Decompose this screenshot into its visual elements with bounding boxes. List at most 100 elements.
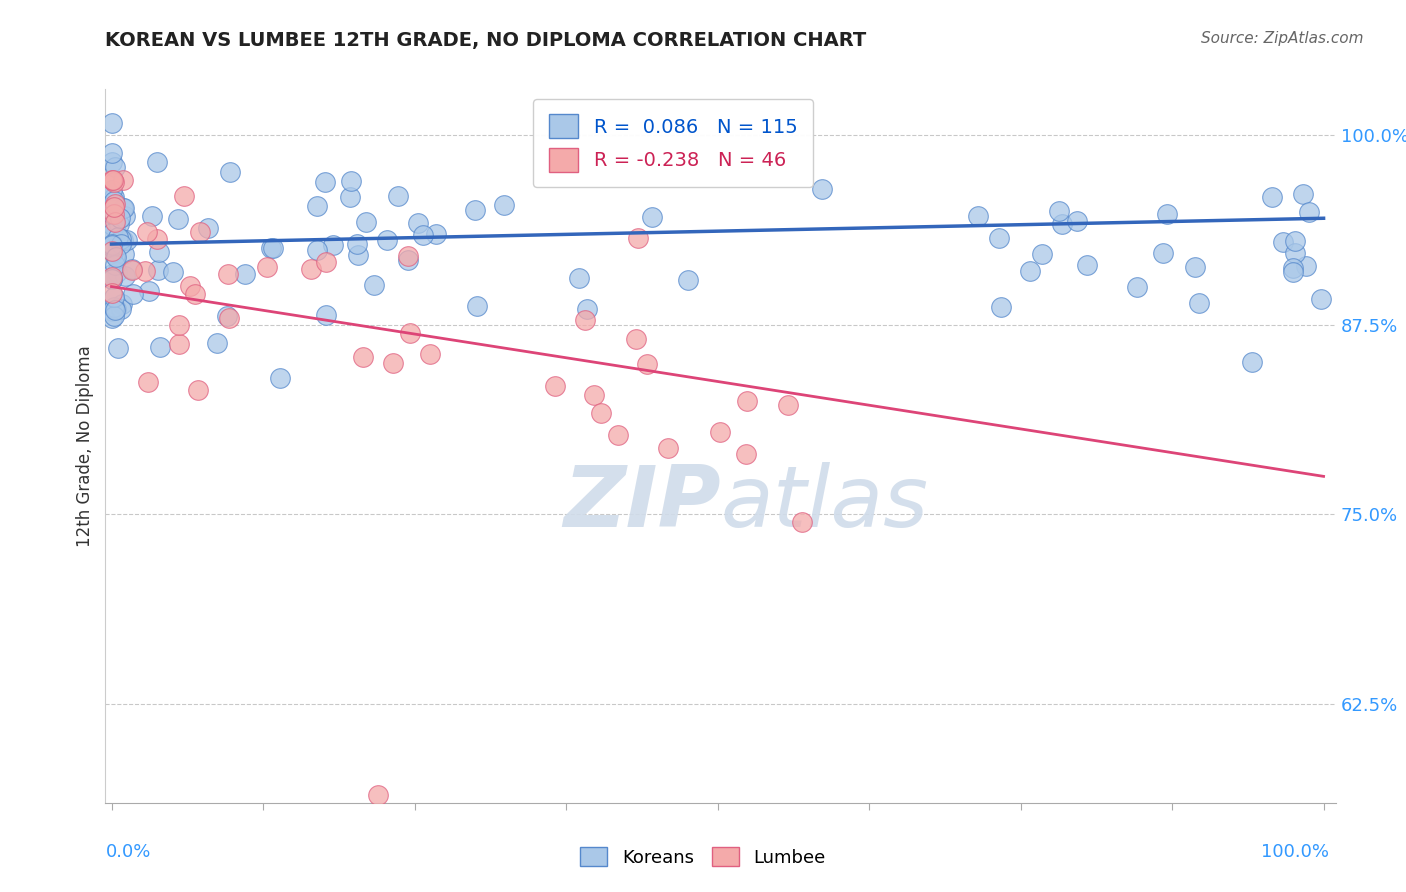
Point [1309, 292, 1331, 306]
Point [641, 211, 664, 225]
Point [233, 267, 256, 281]
Point [101, 270, 124, 285]
Point [100, 207, 122, 221]
Point [352, 350, 374, 364]
Point [1019, 264, 1042, 278]
Point [307, 243, 329, 257]
Point [103, 197, 125, 211]
Point [1188, 296, 1211, 310]
Point [188, 225, 211, 239]
Point [1047, 204, 1070, 219]
Point [101, 183, 124, 197]
Point [1050, 217, 1073, 231]
Point [205, 336, 228, 351]
Point [396, 249, 419, 263]
Point [1240, 355, 1263, 369]
Point [568, 271, 591, 285]
Point [1281, 261, 1303, 276]
Point [792, 515, 814, 529]
Point [103, 200, 125, 214]
Point [107, 341, 129, 355]
Point [363, 277, 385, 292]
Point [104, 302, 127, 317]
Point [114, 269, 136, 284]
Point [173, 189, 195, 203]
Point [101, 173, 124, 187]
Point [104, 250, 127, 264]
Point [108, 211, 131, 226]
Point [110, 236, 132, 251]
Point [624, 332, 647, 346]
Point [657, 442, 679, 456]
Point [465, 299, 488, 313]
Point [676, 273, 699, 287]
Point [1126, 280, 1149, 294]
Legend: R =  0.086   N = 115, R = -0.238   N = 46: R = 0.086 N = 115, R = -0.238 N = 46 [533, 99, 813, 187]
Point [115, 233, 138, 247]
Point [112, 233, 135, 247]
Point [187, 383, 209, 397]
Point [425, 227, 447, 241]
Point [101, 285, 124, 300]
Point [103, 301, 125, 315]
Point [104, 215, 127, 229]
Point [105, 265, 128, 279]
Point [100, 304, 122, 318]
Point [104, 258, 127, 272]
Point [412, 227, 434, 242]
Point [111, 173, 134, 187]
Point [103, 194, 125, 208]
Point [111, 201, 134, 215]
Point [101, 240, 124, 254]
Point [101, 268, 124, 282]
Point [305, 199, 328, 213]
Point [1066, 214, 1088, 228]
Point [382, 356, 405, 370]
Point [256, 260, 278, 275]
Point [1282, 265, 1305, 279]
Point [100, 145, 122, 160]
Text: Source: ZipAtlas.com: Source: ZipAtlas.com [1201, 31, 1364, 46]
Point [103, 175, 125, 189]
Point [636, 357, 658, 371]
Text: 0.0%: 0.0% [105, 843, 150, 861]
Point [101, 226, 124, 240]
Point [627, 231, 650, 245]
Point [299, 262, 322, 277]
Point [988, 231, 1011, 245]
Point [141, 209, 163, 223]
Point [262, 241, 284, 255]
Point [396, 253, 419, 268]
Point [105, 226, 128, 240]
Point [260, 241, 283, 255]
Text: ZIP: ZIP [562, 461, 721, 545]
Text: 100.0%: 100.0% [1261, 843, 1329, 861]
Point [110, 301, 132, 316]
Point [709, 425, 731, 439]
Point [375, 233, 398, 247]
Point [315, 255, 337, 269]
Point [136, 375, 159, 389]
Point [103, 190, 125, 204]
Point [183, 286, 205, 301]
Point [1184, 260, 1206, 275]
Point [354, 214, 377, 228]
Point [103, 309, 125, 323]
Point [347, 247, 370, 261]
Point [100, 154, 122, 169]
Point [100, 173, 122, 187]
Point [583, 388, 606, 402]
Point [419, 347, 441, 361]
Point [339, 190, 361, 204]
Point [162, 265, 184, 279]
Point [734, 447, 756, 461]
Point [100, 244, 122, 259]
Point [103, 207, 125, 221]
Point [218, 310, 240, 325]
Point [1292, 187, 1315, 202]
Point [735, 393, 758, 408]
Point [398, 326, 420, 340]
Point [138, 285, 160, 299]
Point [1284, 234, 1306, 248]
Point [314, 175, 336, 189]
